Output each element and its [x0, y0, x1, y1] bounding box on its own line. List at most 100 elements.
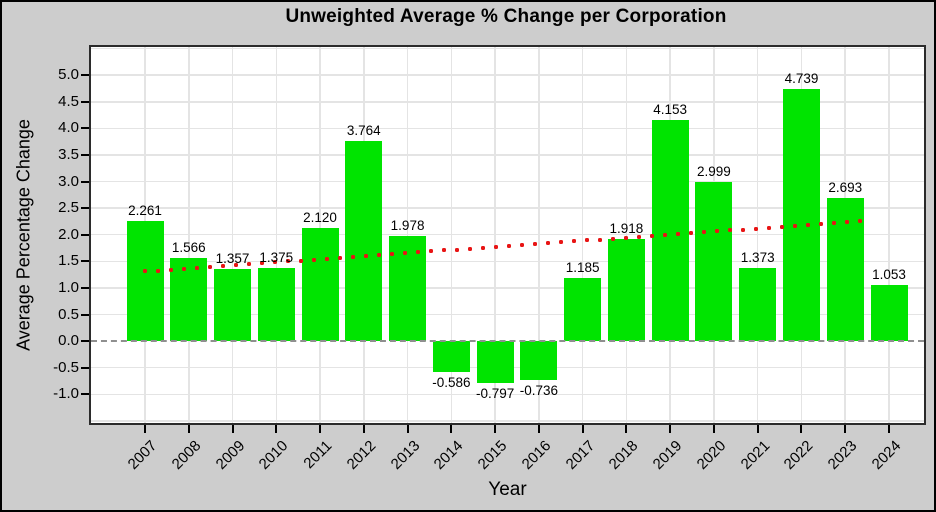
- y-tick-label: 3.0: [58, 172, 79, 190]
- trend-dot: [806, 222, 810, 227]
- bar-value-label: 4.739: [784, 71, 819, 87]
- gridline-horizontal: [91, 393, 924, 396]
- trend-dot: [650, 233, 654, 238]
- plot-area: 2.261 1.566 1.357 1.375 2.120 3.764 1.978 -0.58…: [89, 45, 926, 425]
- bar-value-label: 2.261: [128, 202, 162, 218]
- y-tick-mark: [81, 393, 89, 396]
- trend-dot: [689, 231, 693, 236]
- trend-dot: [585, 238, 589, 243]
- bar-value-label: 1.566: [171, 239, 206, 255]
- trend-dot: [845, 220, 849, 225]
- trend-dot: [338, 255, 342, 260]
- trend-dot: [169, 267, 173, 272]
- trend-dot: [481, 245, 485, 250]
- bar-2020: [695, 181, 733, 342]
- trend-dot: [507, 243, 511, 248]
- gridline-horizontal: [91, 180, 924, 183]
- plot-canvas: 2.261 1.566 1.357 1.375 2.120 3.764 1.978 -0.58…: [91, 47, 924, 423]
- bar-value-label: 3.764: [346, 122, 381, 138]
- trend-dot: [234, 263, 238, 268]
- trend-dot: [546, 241, 550, 246]
- bar-2024: [870, 285, 908, 342]
- trend-dot: [364, 253, 368, 258]
- bar-2009: [214, 268, 252, 342]
- trend-dot: [780, 224, 784, 229]
- trend-dot: [754, 226, 758, 231]
- y-tick-label: 3.5: [58, 145, 79, 163]
- bar-2018: [607, 239, 645, 342]
- x-tick-mark: [144, 425, 146, 433]
- bar-2014: [432, 341, 470, 373]
- chart-title: Unweighted Average % Change per Corporat…: [285, 6, 727, 27]
- trend-dot: [312, 257, 316, 262]
- y-tick-mark: [81, 180, 89, 183]
- bar-value-label: 1.185: [565, 260, 600, 276]
- trend-dot: [598, 237, 602, 242]
- zero-line: [91, 340, 924, 343]
- y-tick-label: 1.5: [58, 252, 79, 270]
- bar-value-label: 1.053: [872, 267, 906, 283]
- y-tick-mark: [81, 153, 89, 156]
- trend-dot: [663, 233, 667, 237]
- trend-dot: [286, 259, 290, 264]
- trend-dot: [325, 256, 329, 261]
- trend-dot: [858, 219, 862, 224]
- gridline-horizontal: [91, 47, 924, 50]
- gridline-horizontal: [91, 127, 924, 130]
- x-tick-mark: [581, 425, 584, 433]
- trend-dot: [390, 252, 394, 257]
- trend-dot: [156, 268, 160, 273]
- gridline-horizontal: [91, 207, 924, 209]
- trend-dot: [572, 239, 576, 244]
- y-tick-label: 0.0: [58, 332, 79, 350]
- bar-2016: [520, 341, 558, 381]
- bar-2019: [651, 120, 689, 342]
- gridline-horizontal: [91, 154, 924, 156]
- trend-dot: [247, 262, 251, 267]
- y-tick-mark: [81, 100, 89, 103]
- trend-dot: [741, 227, 745, 232]
- bar-2021: [739, 268, 777, 342]
- y-tick-mark: [81, 207, 89, 210]
- gridline-horizontal: [91, 313, 924, 316]
- x-tick-mark: [319, 425, 322, 433]
- x-tick-mark: [231, 425, 234, 433]
- trend-dot: [819, 222, 823, 227]
- bar-value-label: -0.586: [432, 375, 471, 391]
- gridline-horizontal: [91, 287, 924, 289]
- x-tick-mark: [406, 425, 409, 433]
- trend-dot: [767, 225, 771, 230]
- trend-dot: [143, 269, 147, 274]
- trend-dot: [182, 266, 186, 271]
- x-tick-mark: [494, 425, 497, 433]
- gridline-horizontal: [91, 233, 924, 236]
- y-tick-label: 2.0: [58, 225, 79, 243]
- y-tick-label: 4.5: [58, 92, 79, 110]
- x-tick-mark: [712, 425, 715, 433]
- y-tick-mark: [81, 313, 89, 316]
- trend-dot: [702, 230, 706, 235]
- y-tick-label: 2.5: [58, 199, 79, 217]
- trend-dot: [299, 258, 303, 263]
- gridline-horizontal: [91, 260, 924, 263]
- y-tick-mark: [81, 366, 89, 369]
- x-tick-mark: [362, 425, 365, 433]
- x-tick-mark: [537, 425, 540, 433]
- y-tick-label: -0.5: [53, 358, 79, 376]
- trend-dot: [793, 223, 797, 228]
- trend-dot: [455, 247, 459, 252]
- bar-2010: [257, 267, 295, 342]
- bar-value-label: 2.999: [697, 163, 731, 179]
- trend-dot: [403, 251, 407, 256]
- y-tick-mark: [81, 233, 89, 236]
- trend-dot: [637, 234, 641, 239]
- bar-2011: [301, 228, 339, 342]
- x-tick-mark: [888, 425, 890, 433]
- x-tick-mark: [800, 425, 803, 433]
- y-tick-mark: [81, 286, 89, 289]
- trend-dot: [676, 232, 680, 237]
- trend-dot: [728, 228, 732, 233]
- x-tick-mark: [669, 425, 672, 433]
- bar-value-label: 1.918: [609, 221, 644, 237]
